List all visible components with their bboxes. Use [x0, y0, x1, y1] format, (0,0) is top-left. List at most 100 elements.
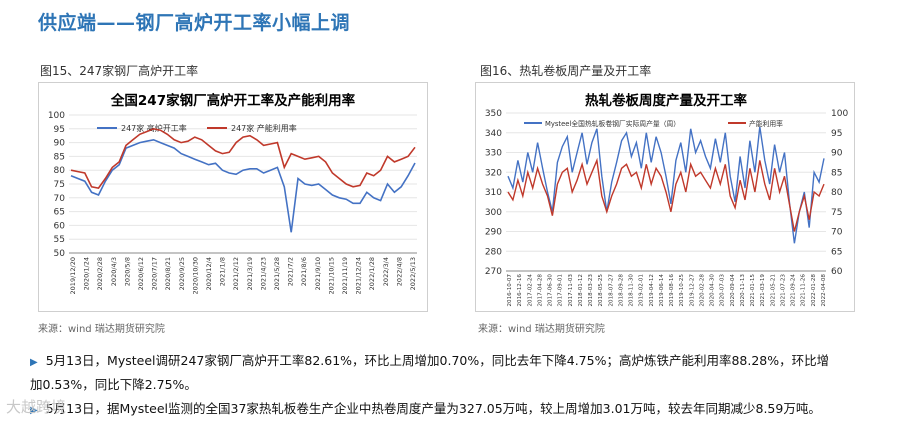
x-tick-label: 2022/4/8: [395, 257, 403, 286]
watermark-logo: 大越跨境: [6, 398, 67, 416]
right-figure-caption: 图16、热轧卷板周产量及开工率: [480, 64, 652, 78]
y-tick-label: 60: [54, 221, 66, 231]
right-source-note: 来源：wind 瑞达期货研究院: [478, 324, 605, 335]
y-tick-label: 85: [54, 152, 65, 162]
y-left-tick-label: 330: [485, 149, 502, 159]
y-right-tick-label: 100: [831, 109, 848, 119]
y-tick-label: 100: [48, 111, 65, 121]
chart-title: 热轧卷板周度产量及开工率: [585, 92, 747, 109]
x-tick-label: 2018-03-23: [588, 274, 594, 307]
x-tick-label: 2022-01-28: [811, 274, 817, 307]
x-tick-label: 2018-07-27: [608, 274, 614, 307]
y-right-tick-label: 85: [831, 168, 842, 178]
x-tick-label: 2021/1/8: [219, 257, 227, 286]
x-tick-label: 2019-06-14: [659, 274, 665, 307]
legend-label: Mysteel全国热轧板卷钢厂实际周产量（周）: [545, 119, 680, 128]
x-tick-label: 2018-01-12: [578, 274, 584, 307]
y-tick-label: 55: [54, 235, 65, 245]
x-tick-label: 2017-11-03: [568, 274, 574, 307]
left-source-note: 来源：wind 瑞达期货研究院: [38, 324, 165, 335]
x-tick-label: 2019-02-01: [639, 274, 645, 307]
legend-label: 产能利用率: [749, 119, 783, 128]
left-figure-caption: 图15、247家钢厂高炉开工率: [40, 64, 199, 78]
legend-label: 247家 高炉开工率: [121, 123, 187, 133]
x-tick-label: 2016-12-16: [517, 274, 523, 307]
hot-rolled-coil-chart: 热轧卷板周度产量及开工率 270 280 290 300 310 320 330 340 350 6…: [475, 82, 855, 312]
x-tick-label: 2021-09-24: [791, 274, 797, 307]
x-tick-label: 2021/5/28: [273, 257, 281, 290]
y-tick-label: 95: [54, 125, 65, 135]
x-tick-label: 2021-11-26: [801, 274, 807, 307]
x-tick-label: 2020/6/12: [137, 257, 145, 290]
x-tick-label: 2020/9/25: [178, 257, 186, 290]
x-tick-label: 2022/5/13: [409, 257, 417, 290]
x-tick-label: 2020/12/4: [205, 257, 213, 290]
bullet-text-2: 5月13日，据Mysteel监测的全国37家热轧板卷生产企业中热卷周度产量为32…: [45, 401, 821, 416]
y-tick-label: 80: [54, 166, 66, 176]
bullet-triangle-icon: ▶: [30, 405, 38, 416]
x-tick-label: 2021/3/19: [246, 257, 254, 290]
x-tick-label: 2020-11-13: [740, 274, 746, 307]
hot-rolled-coil-chart-svg: 热轧卷板周度产量及开工率 270 280 290 300 310 320 330 340 350 6…: [485, 92, 849, 307]
y-tick-label: 65: [54, 208, 65, 218]
x-tick-label: 2021/10/15: [327, 257, 335, 294]
x-tick-label: 2021-07-23: [780, 274, 786, 307]
y-right-tick-label: 95: [831, 129, 842, 139]
x-tick-label: 2017-06-30: [548, 274, 554, 307]
series-line: [70, 138, 416, 233]
x-tick-label: 2021/2/12: [232, 257, 240, 290]
x-tick-label: 2020-07-03: [720, 274, 726, 307]
x-tick-label: 2022/1/28: [368, 257, 376, 290]
x-tick-label: 2020/10/30: [191, 257, 199, 294]
x-tick-label: 2018-05-25: [598, 274, 604, 307]
x-tick-label: 2022/3/4: [382, 257, 390, 286]
x-tick-label: 2020/1/24: [83, 257, 91, 290]
x-tick-label: 2019/12/20: [69, 257, 77, 294]
blast-furnace-chart: 全国247家钢厂高炉开工率及产能利用率 50 55 60 65 70 75 80 85 90 95 1…: [38, 82, 428, 312]
blast-furnace-chart-svg: 全国247家钢厂高炉开工率及产能利用率 50 55 60 65 70 75 80 85 90 95 1…: [48, 92, 417, 294]
x-tick-label: 2019-08-16: [669, 274, 675, 307]
y-tick-label: 90: [54, 139, 66, 149]
legend-label: 247家 产能利用率: [231, 123, 297, 133]
series-line: [507, 157, 825, 232]
x-tick-label: 2021/7/2: [287, 257, 295, 286]
x-tick-label: 2020/2/28: [96, 257, 104, 290]
y-right-tick-label: 70: [831, 228, 843, 238]
x-tick-label: 2022-04-08: [821, 274, 827, 307]
x-tick-label: 2020/4/3: [110, 257, 118, 286]
x-tick-label: 2020/7/17: [151, 257, 159, 290]
y-left-tick-label: 310: [485, 188, 502, 198]
x-tick-label: 2021/12/24: [355, 257, 363, 294]
y-tick-label: 70: [54, 194, 66, 204]
series-line: [70, 127, 416, 189]
bullet-blast-furnace: ▶ 5月13日，Mysteel调研247家钢厂高炉开工率82.61%，环比上周增加…: [30, 350, 880, 396]
y-left-tick-label: 270: [485, 267, 502, 277]
x-tick-label: 2021/8/6: [300, 257, 308, 286]
x-tick-label: 2021/4/23: [259, 257, 267, 290]
x-tick-label: 2019-04-12: [649, 274, 655, 307]
x-tick-label: 2021/9/10: [314, 257, 322, 290]
x-tick-label: 2018-09-28: [618, 274, 624, 307]
x-tick-label: 2021-01-15: [750, 274, 756, 307]
x-tick-label: 2020/5/8: [123, 257, 131, 286]
x-tick-label: 2016-10-07: [507, 274, 513, 307]
y-right-tick-label: 75: [831, 208, 842, 218]
x-tick-label: 2020/8/21: [164, 257, 172, 290]
slide-title: 供应端——钢厂高炉开工率小幅上调: [38, 12, 351, 34]
x-tick-label: 2019-12-27: [689, 274, 695, 307]
bullet-triangle-icon: ▶: [30, 357, 38, 368]
y-left-tick-label: 290: [485, 228, 502, 238]
y-right-tick-label: 90: [831, 149, 843, 159]
y-tick-label: 75: [54, 180, 65, 190]
x-tick-label: 2021/11/19: [341, 257, 349, 294]
series-line: [507, 126, 825, 244]
y-right-tick-label: 80: [831, 188, 843, 198]
x-tick-label: 2020-04-30: [710, 274, 716, 307]
x-tick-label: 2020-02-28: [699, 274, 705, 307]
x-tick-label: 2017-09-01: [558, 274, 564, 307]
x-tick-label: 2019-10-25: [679, 274, 685, 307]
x-tick-label: 2017-02-24: [527, 274, 533, 307]
chart-title: 全国247家钢厂高炉开工率及产能利用率: [110, 92, 356, 109]
x-tick-label: 2020-09-04: [730, 274, 736, 307]
y-left-tick-label: 350: [485, 109, 502, 119]
